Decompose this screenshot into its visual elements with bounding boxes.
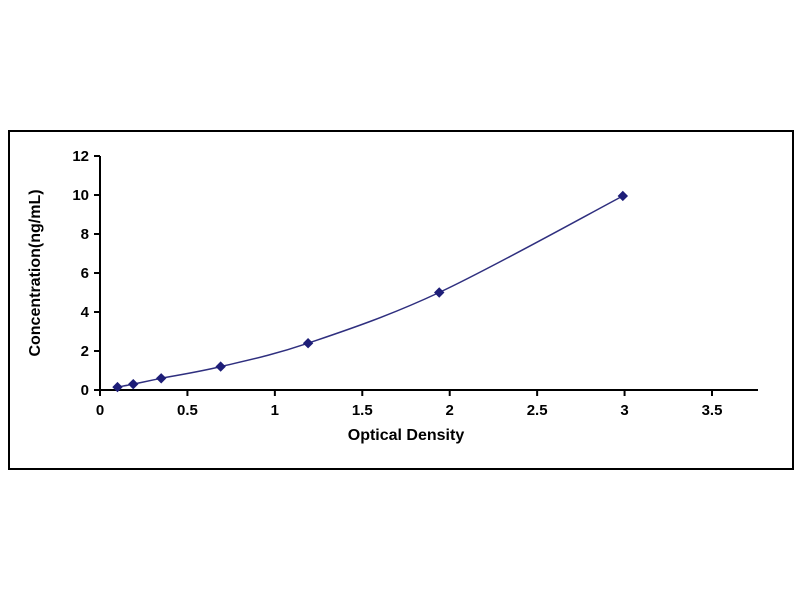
y-axis-title: Concentration(ng/mL): [27, 189, 44, 356]
data-point-marker: [215, 361, 226, 372]
x-axis-title: Optical Density: [348, 427, 465, 444]
chart-frame: 0 0.5 1 1.5 2 2.5 3 3.5 0 2 4 6 8 10 12 Optical Density…: [8, 130, 794, 470]
y-tick-label: 2: [81, 343, 89, 360]
x-tick-label: 3.5: [702, 402, 723, 419]
standard-curve-chart: 0 0.5 1 1.5 2 2.5 3 3.5 0 2 4 6 8 10 12 Optical Density…: [27, 148, 758, 444]
x-tick-label: 2: [446, 402, 454, 419]
x-tick-label: 0.5: [177, 402, 198, 419]
y-tick-label: 6: [81, 265, 89, 282]
y-tick-label: 4: [81, 304, 90, 321]
series-curve: [117, 195, 624, 388]
x-tick-label: 1.5: [352, 402, 373, 419]
data-point-marker: [302, 337, 314, 349]
x-tick-label: 3: [620, 402, 628, 419]
data-point-marker: [434, 287, 445, 298]
data-point-marker: [128, 378, 139, 390]
y-tick-label: 10: [72, 187, 89, 204]
x-tick-label: 2.5: [527, 402, 548, 419]
x-tick-label: 1: [271, 402, 279, 419]
data-point-marker: [155, 373, 167, 384]
y-tick-label: 0: [81, 382, 89, 399]
y-tick-label: 12: [72, 148, 89, 165]
y-tick-label: 8: [81, 226, 89, 243]
data-point-marker: [112, 381, 123, 393]
x-tick-label: 0: [96, 402, 104, 419]
data-point-marker: [617, 190, 629, 202]
